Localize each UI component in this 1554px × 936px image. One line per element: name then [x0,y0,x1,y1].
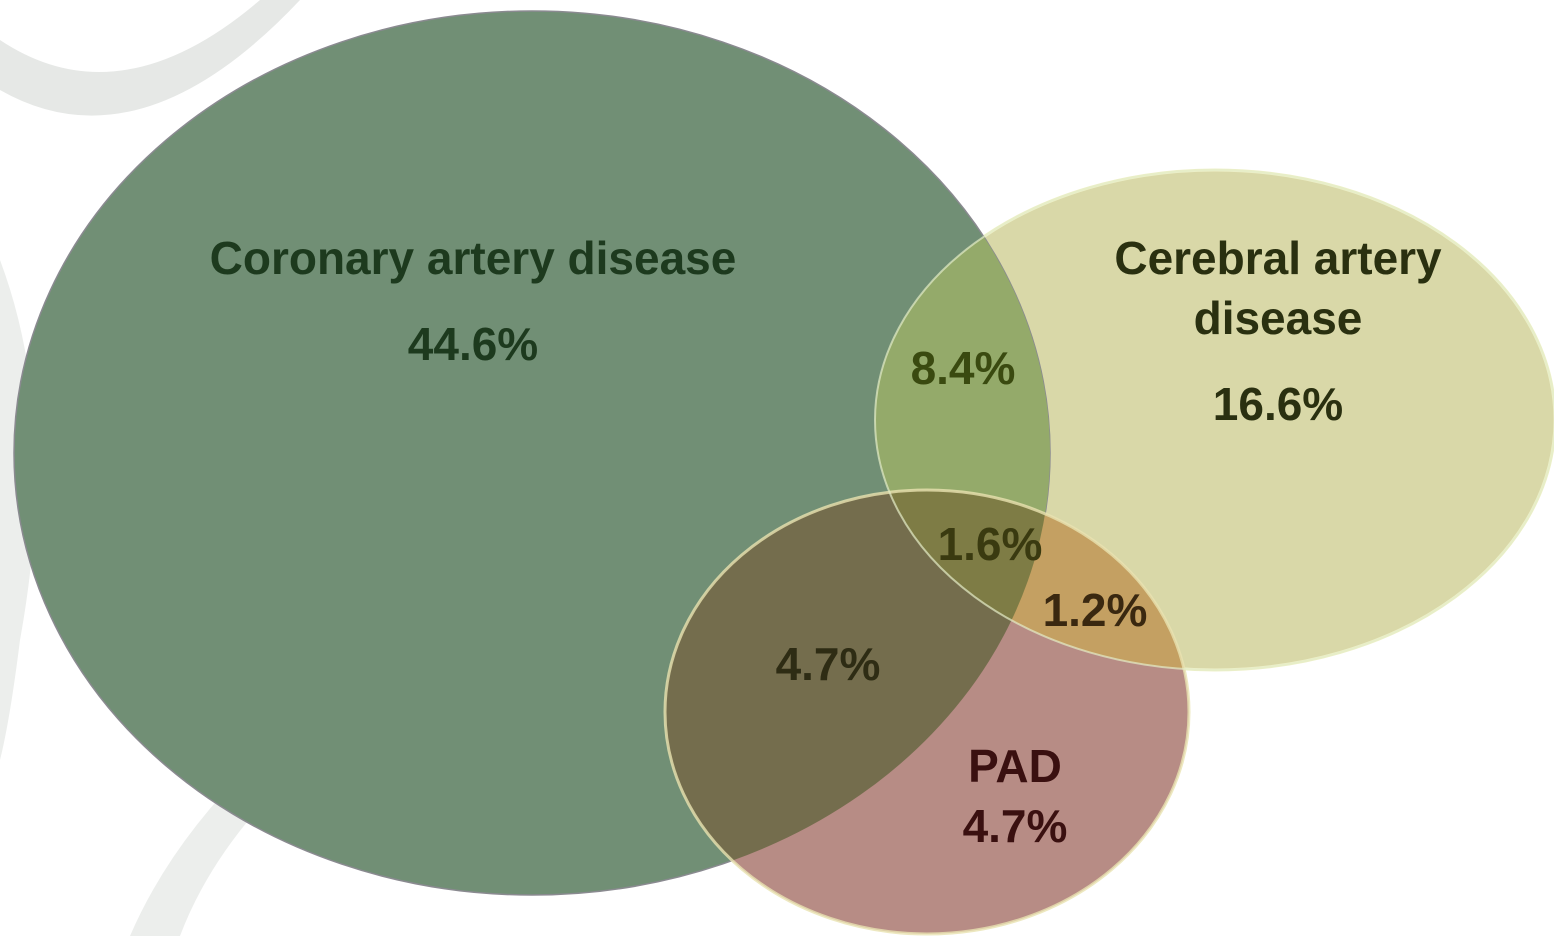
overlap-value: 4.7% [776,638,881,690]
set-label: Cerebral artery [1114,232,1442,284]
overlap-regions-2 [875,490,1189,670]
circles [13,10,1554,936]
overlap-value: 8.4% [911,342,1016,394]
overlap-value: 1.2% [1043,584,1148,636]
set-value: 4.7% [963,800,1068,852]
set-label: Coronary artery disease [210,232,737,284]
set-value: 44.6% [408,318,538,370]
set-label: PAD [968,740,1062,792]
set-value: 16.6% [1213,378,1343,430]
labels: Coronary artery disease 44.6% Cerebral a… [210,232,1442,852]
overlap-value: 1.6% [938,518,1043,570]
set-label: disease [1194,292,1363,344]
